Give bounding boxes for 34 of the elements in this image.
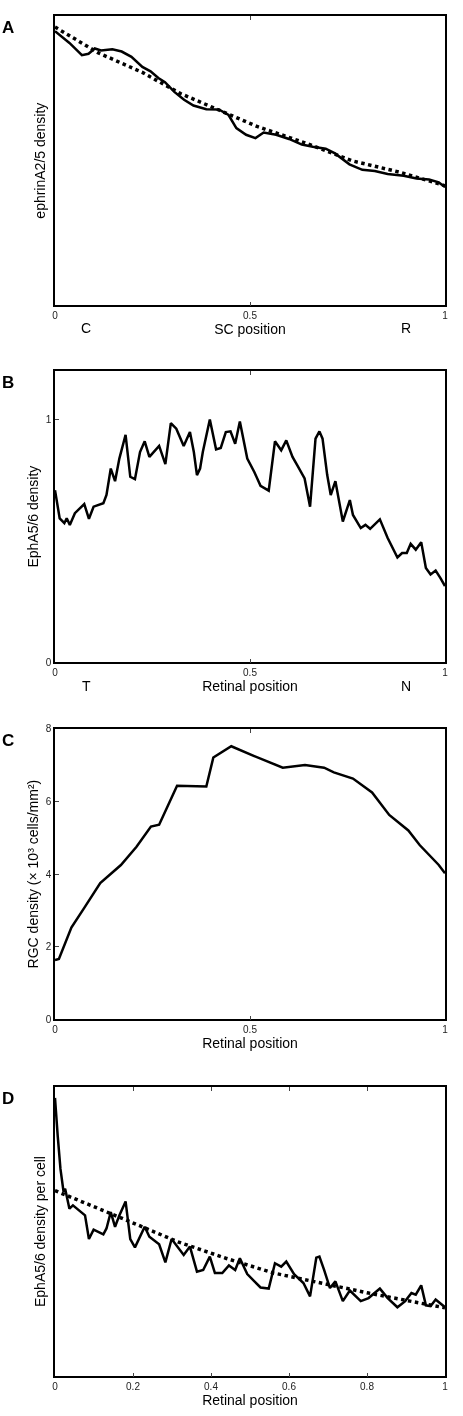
y-tick-label: 4 [45, 868, 52, 880]
x-axis-title: SC position [214, 321, 286, 338]
x-tick-label: 0.6 [282, 1381, 297, 1393]
x-tick-label: 0.5 [243, 310, 258, 322]
chart-title: D [2, 1089, 15, 1108]
y-tick-label: 0 [45, 1013, 52, 1025]
x-tick-label: 0.5 [243, 1024, 258, 1036]
y-axis-title: EphA5/6 density [24, 465, 41, 568]
chart-title: B [2, 373, 15, 392]
x-axis-title: Retinal position [202, 1035, 298, 1052]
chart-title: A [2, 18, 15, 37]
y-tick-label: 2 [45, 941, 52, 953]
text: N [401, 678, 412, 694]
text: C [81, 320, 92, 336]
x-tick-label: 1 [442, 667, 449, 679]
y-axis-title: RGC density (× 10³ cells/mm²) [24, 779, 41, 969]
y-axis-title: EphA5/6 density per cell [32, 1156, 49, 1308]
y-axis-title: ephrinA2/5 density [32, 102, 49, 219]
x-tick-label: 0.5 [243, 667, 258, 679]
x-tick-label: 0.8 [360, 1381, 375, 1393]
x-axis-title: Retinal position [202, 1392, 298, 1409]
text: T [82, 678, 91, 694]
x-axis-title: Retinal position [202, 678, 298, 695]
x-tick-label: 0.2 [126, 1381, 141, 1393]
x-tick-label: 1 [442, 310, 449, 322]
x-tick-label: 0.4 [204, 1381, 219, 1393]
x-tick-label: 1 [442, 1024, 449, 1036]
chart-title: C [2, 731, 15, 750]
x-tick-label: 1 [442, 1381, 449, 1393]
y-tick-label: 6 [45, 795, 52, 807]
y-tick-label: 0 [45, 656, 52, 668]
y-tick-label: 1 [45, 413, 52, 425]
y-tick-label: 8 [45, 723, 52, 735]
text: R [401, 320, 412, 336]
